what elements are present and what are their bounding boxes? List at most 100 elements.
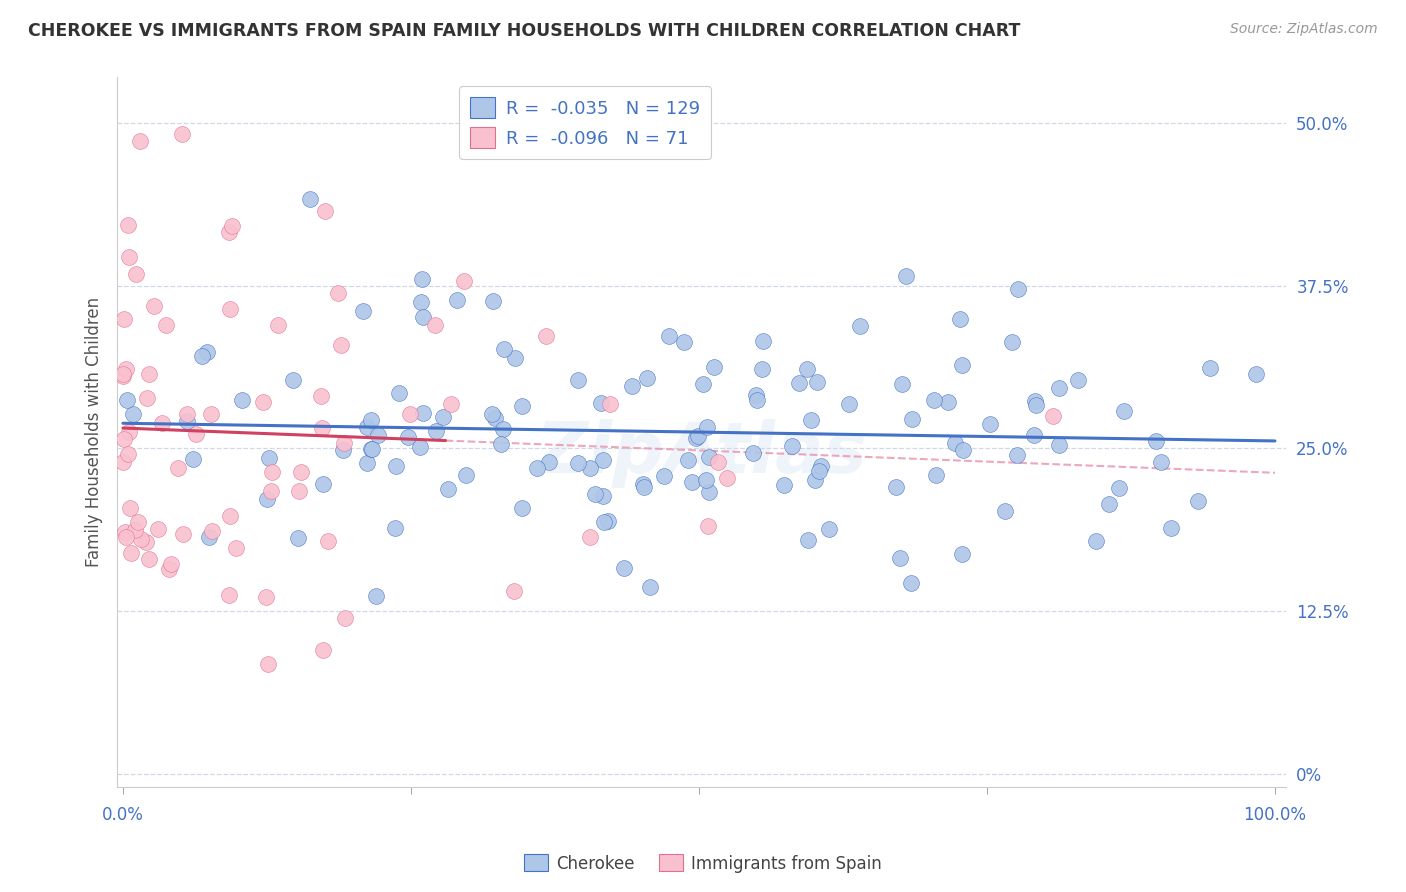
Point	[254, 590, 277, 604]
Point	[425, 424, 447, 438]
Point	[1067, 373, 1090, 387]
Point	[672, 335, 695, 350]
Point	[818, 523, 841, 537]
Point	[411, 272, 433, 286]
Point	[112, 455, 135, 469]
Point	[120, 546, 142, 560]
Point	[773, 477, 796, 491]
Point	[117, 447, 139, 461]
Point	[633, 476, 655, 491]
Point	[312, 476, 335, 491]
Point	[492, 342, 515, 356]
Point	[453, 274, 475, 288]
Point	[454, 467, 477, 482]
Point	[218, 225, 240, 239]
Point	[589, 396, 612, 410]
Point	[922, 393, 945, 408]
Point	[326, 286, 349, 301]
Point	[367, 428, 389, 442]
Point	[299, 192, 322, 206]
Point	[503, 583, 526, 598]
Point	[170, 128, 193, 142]
Point	[676, 453, 699, 467]
Point	[446, 293, 468, 307]
Point	[287, 531, 309, 545]
Point	[176, 407, 198, 421]
Point	[114, 524, 136, 539]
Point	[613, 560, 636, 574]
Point	[112, 312, 135, 326]
Point	[138, 551, 160, 566]
Point	[949, 312, 972, 326]
Point	[592, 515, 614, 529]
Point	[260, 483, 283, 498]
Point	[1150, 454, 1173, 468]
Point	[1160, 521, 1182, 535]
Point	[994, 504, 1017, 518]
Point	[696, 420, 718, 434]
Point	[409, 441, 432, 455]
Text: CHEROKEE VS IMMIGRANTS FROM SPAIN FAMILY HOUSEHOLDS WITH CHILDREN CORRELATION CH: CHEROKEE VS IMMIGRANTS FROM SPAIN FAMILY…	[28, 22, 1021, 40]
Point	[1114, 404, 1136, 418]
Point	[118, 250, 141, 264]
Point	[385, 459, 408, 474]
Point	[1047, 381, 1070, 395]
Point	[692, 376, 714, 391]
Point	[219, 301, 242, 316]
Point	[936, 395, 959, 409]
Point	[155, 318, 177, 333]
Point	[789, 376, 811, 391]
Point	[1244, 367, 1267, 381]
Point	[1024, 394, 1046, 409]
Text: ZipAtlas: ZipAtlas	[536, 418, 868, 488]
Text: 100.0%: 100.0%	[1243, 806, 1306, 824]
Point	[225, 541, 247, 555]
Point	[388, 386, 411, 401]
Point	[796, 362, 818, 376]
Point	[157, 561, 180, 575]
Point	[1007, 282, 1029, 296]
Point	[114, 530, 136, 544]
Point	[489, 437, 512, 451]
Point	[118, 501, 141, 516]
Point	[312, 643, 335, 657]
Point	[384, 521, 406, 535]
Point	[356, 420, 378, 434]
Point	[848, 319, 870, 334]
Point	[945, 435, 967, 450]
Point	[150, 416, 173, 430]
Point	[952, 443, 974, 458]
Point	[124, 523, 146, 537]
Point	[1001, 334, 1024, 349]
Point	[636, 371, 658, 385]
Point	[129, 533, 152, 547]
Point	[316, 533, 339, 548]
Point	[810, 458, 832, 473]
Point	[332, 443, 354, 458]
Point	[838, 397, 860, 411]
Point	[364, 590, 387, 604]
Point	[260, 465, 283, 479]
Point	[699, 450, 721, 465]
Point	[231, 393, 253, 408]
Point	[127, 515, 149, 529]
Point	[135, 534, 157, 549]
Point	[894, 268, 917, 283]
Point	[1022, 427, 1045, 442]
Point	[360, 413, 382, 427]
Point	[252, 394, 274, 409]
Point	[658, 329, 681, 343]
Point	[335, 611, 357, 625]
Legend: R =  -0.035   N = 129, R =  -0.096   N = 71: R = -0.035 N = 129, R = -0.096 N = 71	[458, 87, 711, 159]
Point	[806, 376, 828, 390]
Text: 0.0%: 0.0%	[103, 806, 143, 824]
Point	[259, 451, 281, 466]
Y-axis label: Family Households with Children: Family Households with Children	[86, 297, 103, 567]
Point	[356, 456, 378, 470]
Point	[481, 408, 503, 422]
Point	[288, 484, 311, 499]
Point	[707, 454, 730, 468]
Point	[681, 475, 703, 489]
Point	[884, 480, 907, 494]
Point	[567, 373, 589, 387]
